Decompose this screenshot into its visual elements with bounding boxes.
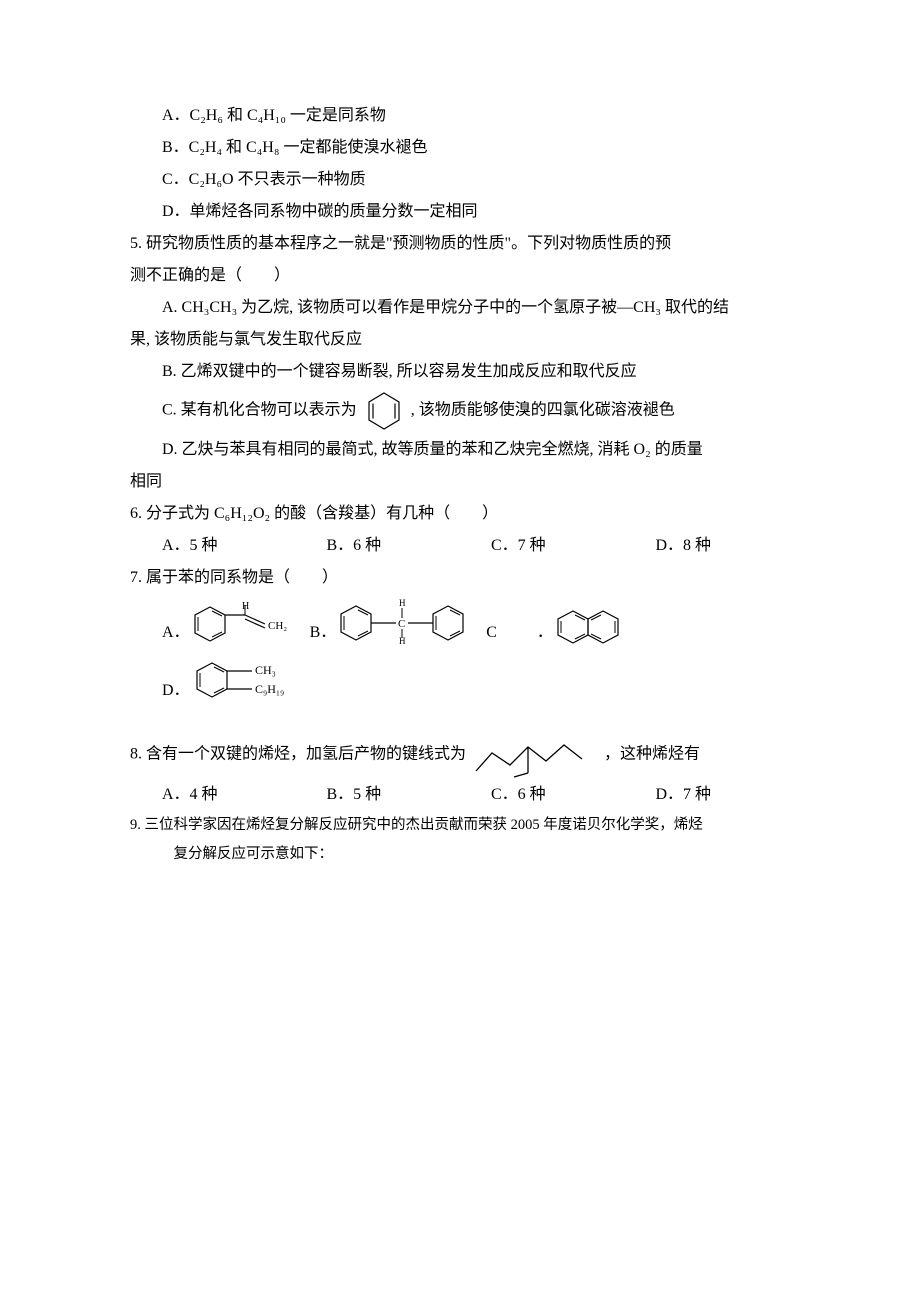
q4-option-d: D．单烯烃各同系物中碳的质量分数一定相同 [130, 196, 820, 228]
q7d-sub1: CH₃ [255, 663, 276, 677]
svg-text:H: H [242, 601, 249, 612]
q5-option-c-post: , 该物质能够使溴的四氯化碳溶液褪色 [411, 402, 675, 419]
q5-option-b: B. 乙烯双键中的一个键容易断裂, 所以容易发生加成反应和取代反应 [130, 356, 820, 388]
q8-option-b: B．5 种 [327, 779, 492, 811]
q9-line2: 复分解反应可示意如下： [130, 840, 820, 869]
q5-option-c-pre: C. 某有机化合物可以表示为 [162, 402, 357, 419]
q7-option-d: D． CH₃ C₉H₁₉ [162, 655, 310, 707]
q8-option-a: A．4 种 [162, 779, 327, 811]
q4-option-c: C．C₂H₆O 不只表示一种物质 [130, 164, 820, 196]
q9-line1: 9. 三位科学家因在烯烃复分解反应研究中的杰出贡献而荣获 2005 年度诺贝尔化… [130, 811, 820, 840]
q7-label-c: C [486, 617, 497, 649]
q5-stem-line2: 测不正确的是（ ） [130, 260, 820, 292]
q5-option-a-line1: A. CH₃CH₃ 为乙烷, 该物质可以看作是甲烷分子中的一个氢原子被—CH₃ … [130, 292, 820, 324]
q8-option-c: C．6 种 [491, 779, 656, 811]
q6-option-b: B．6 种 [327, 530, 492, 562]
q7-stem: 7. 属于苯的同系物是（ ） [130, 562, 820, 594]
q5-option-d-line2: 相同 [130, 466, 820, 498]
q6-option-a: A．5 种 [162, 530, 327, 562]
q7-option-b: B． C H H [310, 594, 477, 649]
svg-text:H: H [399, 598, 406, 608]
skeletal-formula-icon [470, 731, 600, 779]
q7d-sub2: C₉H₁₉ [255, 682, 284, 696]
svg-text:CH₂: CH₂ [268, 620, 287, 632]
cyclohexadiene-icon [361, 388, 407, 434]
q6-option-d: D．8 种 [656, 530, 821, 562]
q5-option-d-line1: D. 乙炔与苯具有相同的最简式, 故等质量的苯和乙炔完全燃烧, 消耗 O₂ 的质… [130, 434, 820, 466]
q6-option-c: C．7 种 [491, 530, 656, 562]
disubstituted-benzene-icon: CH₃ C₉H₁₉ [190, 655, 310, 707]
q8-stem-post: ，这种烯烃有 [604, 746, 700, 763]
q4-option-b: B．C₂H₄ 和 C₄H₈ 一定都能使溴水褪色 [130, 132, 820, 164]
q7-dot-c: ． [537, 617, 553, 649]
styrene-icon: H CH₂ [190, 599, 300, 649]
q4-option-a: A．C₂H₆ 和 C₄H₁₀ 一定是同系物 [130, 100, 820, 132]
q7-options-row1: A． H CH₂ B． C H H [130, 594, 820, 649]
q8-options: A．4 种 B．5 种 C．6 种 D．7 种 [130, 779, 820, 811]
q8-stem: 8. 含有一个双键的烯烃，加氢后产物的键线式为 ，这种烯烃有 [130, 731, 820, 779]
q5-option-c: C. 某有机化合物可以表示为 , 该物质能够使溴的四氯化碳溶液褪色 [130, 388, 820, 434]
q7-options-row2: D． CH₃ C₉H₁₉ [130, 655, 820, 707]
svg-text:C: C [398, 618, 405, 630]
q6-options: A．5 种 B．6 种 C．7 种 D．8 种 [130, 530, 820, 562]
q5-stem-line1: 5. 研究物质性质的基本程序之一就是"预测物质的性质"。下列对物质性质的预 [130, 228, 820, 260]
q7-option-c: C ． [486, 605, 623, 649]
q8-option-d: D．7 种 [656, 779, 821, 811]
spacer [130, 707, 820, 731]
q7-label-b: B． [310, 617, 337, 649]
q5-option-a-line2: 果, 该物质能与氯气发生取代反应 [130, 324, 820, 356]
naphthalene-icon [553, 605, 623, 649]
q8-stem-pre: 8. 含有一个双键的烯烃，加氢后产物的键线式为 [130, 746, 466, 763]
q6-stem: 6. 分子式为 C₆H₁₂O₂ 的酸（含羧基）有几种（ ） [130, 498, 820, 530]
q7-label-a: A． [162, 617, 190, 649]
q7-option-a: A． H CH₂ [162, 599, 300, 649]
diphenylmethane-icon: C H H [336, 594, 476, 649]
q7-label-d: D． [162, 675, 190, 707]
